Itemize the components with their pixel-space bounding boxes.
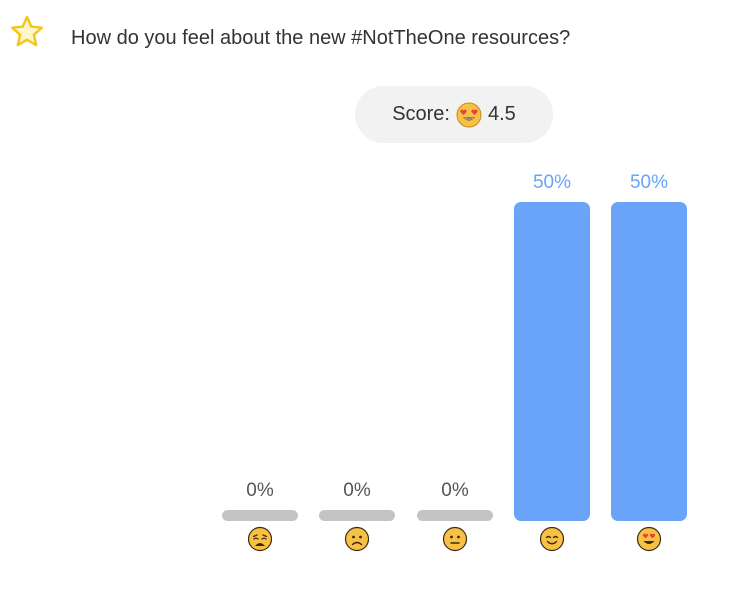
bar-heart-eyes-face	[611, 202, 687, 521]
score-label: Score:	[392, 103, 450, 125]
bar-frowning-face	[319, 510, 395, 521]
percent-label-frowning-face: 0%	[343, 480, 371, 501]
heart-eyes-face-icon	[636, 526, 662, 552]
smiling-face-icon	[539, 526, 565, 552]
percent-label-weary-face: 0%	[246, 480, 274, 501]
neutral-face-icon	[442, 526, 468, 552]
heart-eyes-face-icon	[456, 102, 482, 127]
star-icon	[11, 15, 43, 47]
frowning-face-icon	[344, 526, 370, 552]
percent-label-heart-eyes-face: 50%	[629, 172, 669, 193]
bar-neutral-face	[417, 510, 493, 521]
bar-smiling-face	[514, 202, 590, 521]
bar-weary-face	[222, 510, 298, 521]
score-badge: Score: 4.5	[355, 86, 553, 143]
question-title: How do you feel about the new #NotTheOne…	[71, 27, 571, 49]
percent-label-smiling-face: 50%	[532, 172, 572, 193]
score-value: 4.5	[488, 103, 516, 125]
weary-face-icon	[247, 526, 273, 552]
percent-label-neutral-face: 0%	[441, 480, 469, 501]
